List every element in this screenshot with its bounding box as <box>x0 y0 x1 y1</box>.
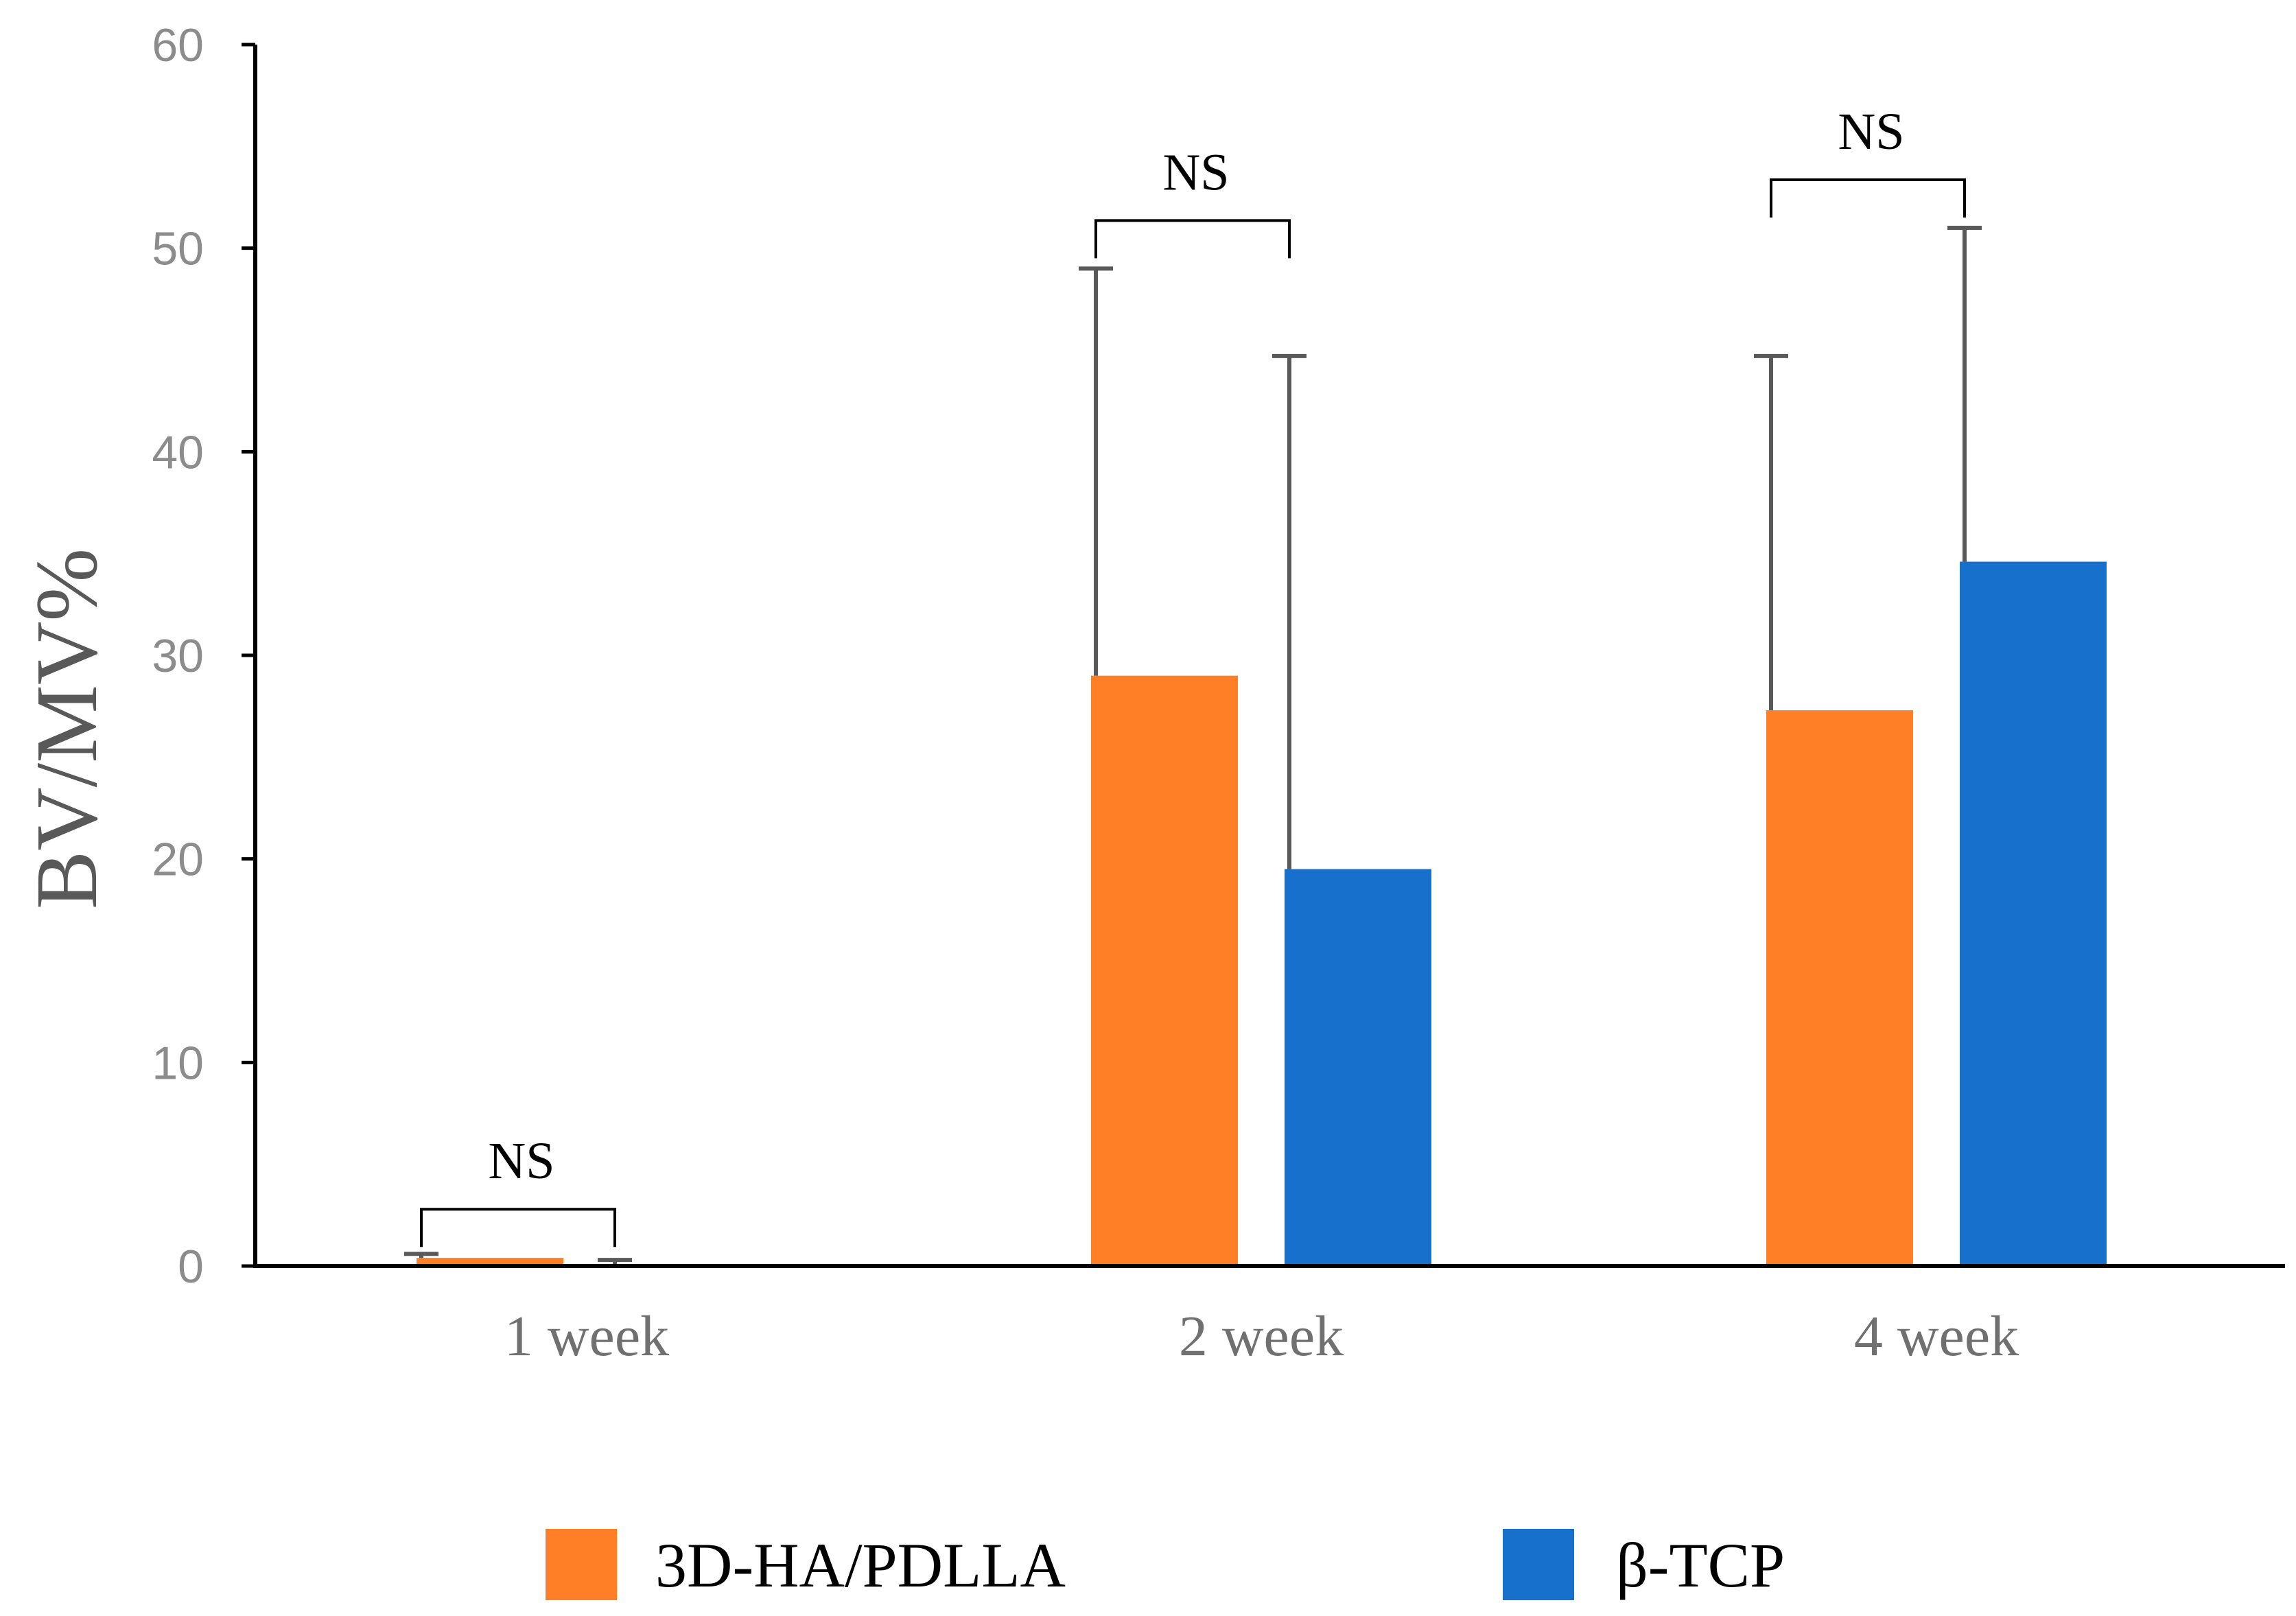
legend: 3D-HA/PDLLA β-TCP <box>546 1529 1785 1600</box>
y-tick-label: 50 <box>152 223 204 275</box>
y-axis-title: BV/MV% <box>18 548 115 909</box>
error-bar <box>1079 266 1113 676</box>
y-tick-label: 40 <box>152 426 204 478</box>
legend-label: β-TCP <box>1616 1530 1785 1600</box>
bars <box>417 561 2107 1266</box>
y-axis: 0 10 20 30 40 50 60 <box>152 19 257 1293</box>
legend-item: β-TCP <box>1503 1529 1785 1600</box>
legend-item: 3D-HA/PDLLA <box>546 1529 1066 1600</box>
significance-bracket: NS <box>1770 103 1966 218</box>
bar <box>1285 869 1431 1266</box>
significance-annotations: NS NS NS <box>420 103 1966 1248</box>
error-bar <box>1272 353 1307 869</box>
x-tick-label: 4 week <box>1854 1304 2019 1368</box>
y-tick-label: 30 <box>152 630 204 682</box>
error-bars <box>404 226 1982 1265</box>
bar <box>1960 561 2107 1266</box>
y-tick-label: 10 <box>152 1037 204 1089</box>
x-tick-label: 2 week <box>1179 1304 1344 1368</box>
legend-swatch <box>1503 1529 1574 1600</box>
error-bar <box>1754 353 1788 711</box>
y-tick-label: 0 <box>178 1241 204 1293</box>
legend-label: 3D-HA/PDLLA <box>655 1530 1066 1600</box>
bar <box>1091 675 1238 1266</box>
x-axis: 1 week 2 week 4 week <box>253 1264 2285 1368</box>
x-tick-label: 1 week <box>504 1304 669 1368</box>
y-tick-label: 60 <box>152 19 204 71</box>
error-bar <box>404 1252 438 1258</box>
significance-label: NS <box>1838 103 1904 161</box>
legend-swatch <box>546 1529 617 1600</box>
significance-bracket: NS <box>1094 143 1291 259</box>
bar <box>1766 710 1913 1266</box>
significance-bracket: NS <box>420 1132 616 1248</box>
error-bar <box>1947 226 1982 562</box>
y-tick-label: 20 <box>152 834 204 886</box>
significance-label: NS <box>488 1132 554 1190</box>
bar <box>417 1258 563 1266</box>
significance-label: NS <box>1162 143 1229 201</box>
